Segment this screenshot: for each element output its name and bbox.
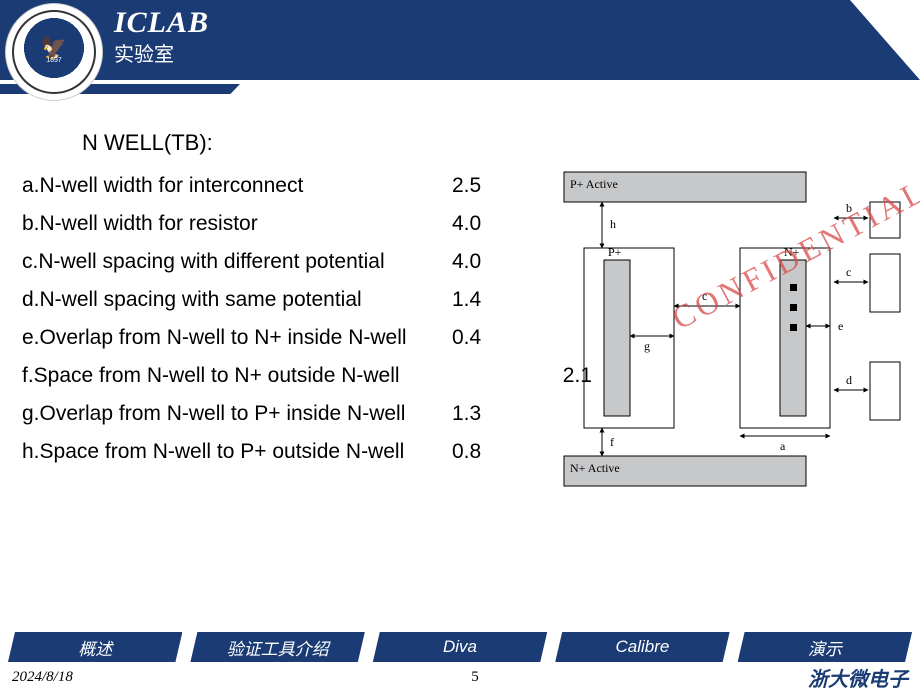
- nav-item-overview[interactable]: 概述: [8, 632, 182, 662]
- footer-org: 浙大微电子: [738, 663, 908, 690]
- rule-value: 1.4: [452, 288, 502, 312]
- svg-text:e: e: [838, 319, 843, 333]
- svg-text:N+: N+: [784, 245, 800, 259]
- section-heading: N WELL(TB):: [82, 130, 902, 156]
- rule-label: b.N-well width for resistor: [22, 212, 452, 236]
- rule-label: h.Space from N-well to P+ outside N-well: [22, 440, 452, 464]
- svg-text:N+ Active: N+ Active: [570, 461, 620, 475]
- rule-value: 0.8: [452, 440, 502, 464]
- svg-text:f: f: [610, 435, 614, 449]
- nav-item-calibre[interactable]: Calibre: [555, 632, 729, 662]
- rule-label: g.Overlap from N-well to P+ inside N-wel…: [22, 402, 452, 426]
- nav-item-tools[interactable]: 验证工具介绍: [190, 632, 364, 662]
- svg-text:h: h: [610, 217, 616, 231]
- nav-item-demo[interactable]: 演示: [738, 632, 912, 662]
- diagram-svg: P+ Active N+ Active P+ N+ h f g c e a b c d: [548, 166, 908, 506]
- svg-text:c: c: [846, 265, 851, 279]
- lab-name-en: ICLAB: [114, 6, 209, 40]
- svg-text:b: b: [846, 201, 852, 215]
- svg-text:a: a: [780, 439, 786, 453]
- slide-title: 具体的设计规则: [300, 4, 860, 70]
- footer-nav: 概述 验证工具介绍 Diva Calibre 演示: [0, 632, 920, 662]
- rule-label: a.N-well width for interconnect: [22, 174, 452, 198]
- rule-value: 4.0: [452, 250, 502, 274]
- eagle-icon: 🦅: [40, 37, 67, 59]
- rule-value: 2.5: [452, 174, 502, 198]
- rule-value: 1.3: [452, 402, 502, 426]
- rule-label: f.Space from N-well to N+ outside N-well: [22, 364, 452, 388]
- svg-text:P+ Active: P+ Active: [570, 177, 618, 191]
- rule-value: 0.4: [452, 326, 502, 350]
- nav-item-diva[interactable]: Diva: [373, 632, 547, 662]
- rule-label: d.N-well spacing with same potential: [22, 288, 452, 312]
- rule-label: c.N-well spacing with different potentia…: [22, 250, 452, 274]
- university-logo: 🦅 1897: [6, 4, 102, 100]
- footer-bar: 2024/8/18 5 浙大微电子: [0, 664, 920, 690]
- svg-text:P+: P+: [608, 245, 622, 259]
- lab-name-cn: 实验室: [114, 38, 209, 67]
- lab-title-block: ICLAB 实验室: [114, 6, 209, 67]
- footer-page-number: 5: [212, 669, 738, 686]
- svg-text:c: c: [702, 289, 707, 303]
- slide-root: 🦅 1897 ICLAB 实验室 具体的设计规则 N WELL(TB): a.N…: [0, 0, 920, 690]
- rule-label: e.Overlap from N-well to N+ inside N-wel…: [22, 326, 452, 350]
- footer-date: 2024/8/18: [12, 669, 212, 686]
- logo-year: 1897: [46, 57, 62, 64]
- svg-text:d: d: [846, 373, 852, 387]
- university-logo-inner: 🦅 1897: [12, 10, 96, 94]
- nwell-diagram: P+ ActiveN+ ActiveP+N+hfgceabcd CONFIDEN…: [548, 166, 908, 506]
- rule-value: 4.0: [452, 212, 502, 236]
- svg-text:g: g: [644, 339, 650, 353]
